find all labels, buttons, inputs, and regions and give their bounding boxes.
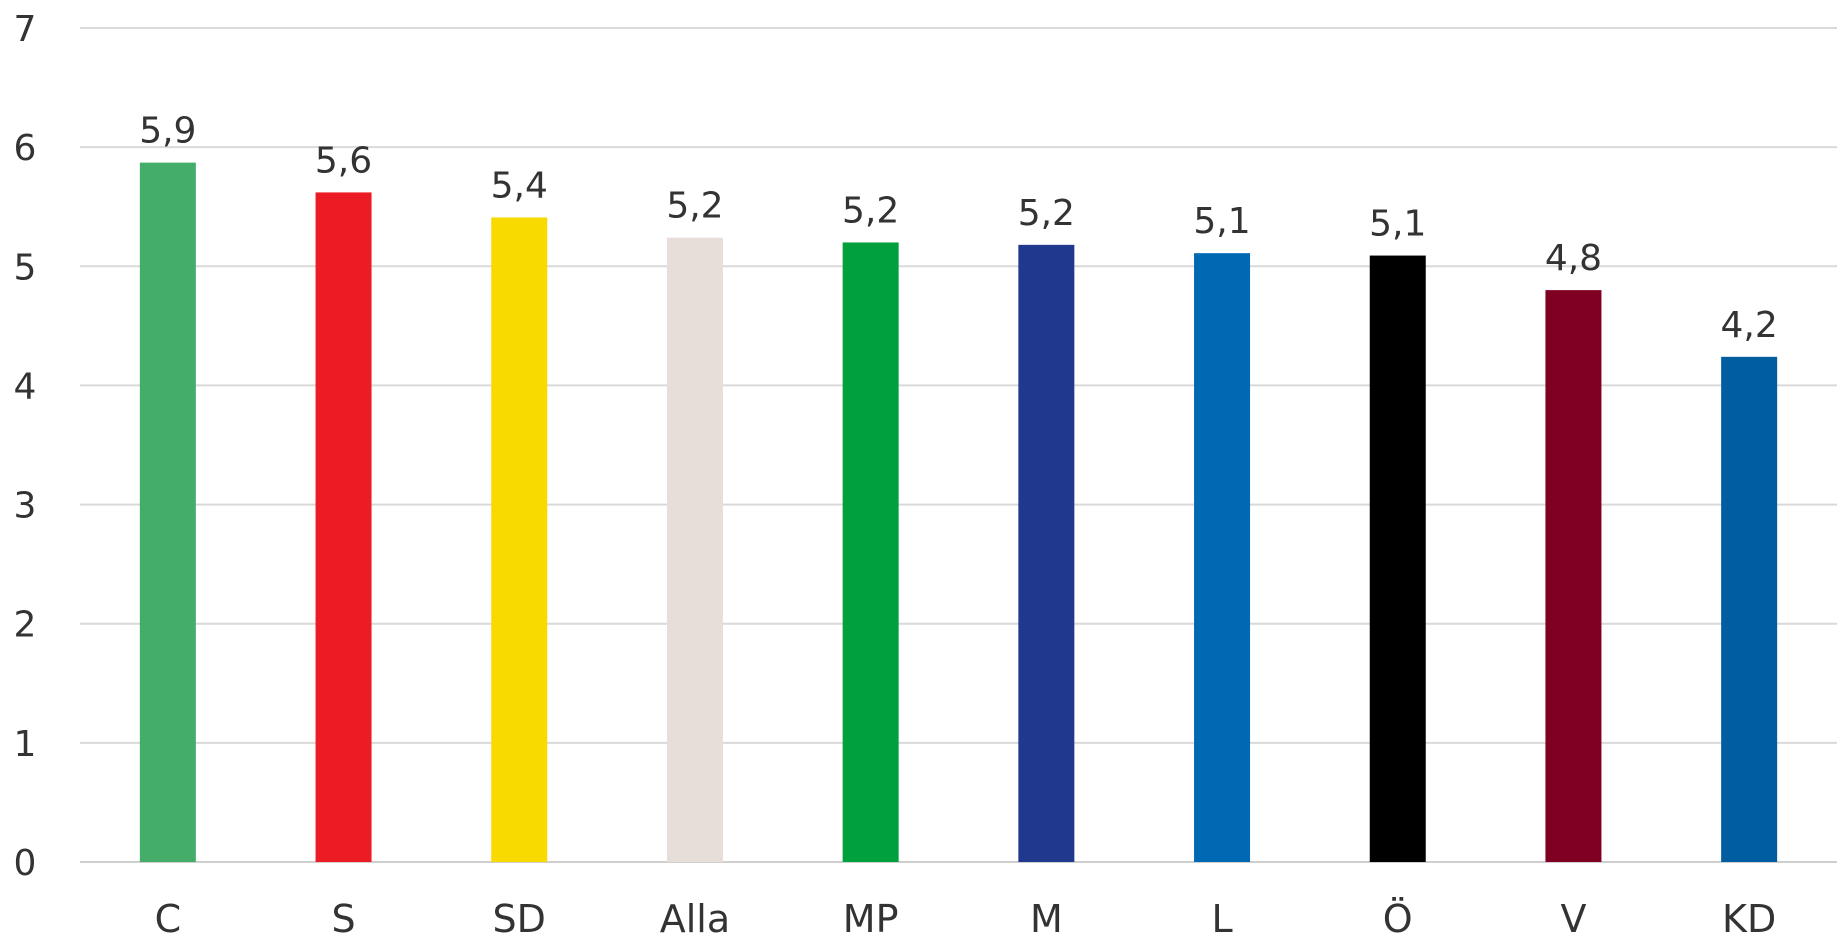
bar <box>842 242 899 862</box>
y-tick-label: 2 <box>14 605 37 646</box>
data-labels: 5,9 5,6 5,4 5,2 5,2 5,2 5,1 5,1 4,8 4,2 <box>139 111 1778 346</box>
bar <box>139 162 196 863</box>
data-label: 4,2 <box>1721 305 1778 346</box>
y-tick-label: 4 <box>14 366 37 407</box>
bar <box>1018 244 1075 863</box>
category-label: L <box>1211 897 1232 936</box>
category-label: C <box>155 897 182 936</box>
bar <box>1721 356 1778 862</box>
data-label: 5,1 <box>1369 204 1426 245</box>
category-label: KD <box>1722 897 1776 936</box>
bar <box>1545 290 1602 863</box>
category-label: S <box>331 897 355 936</box>
bar <box>1194 253 1251 862</box>
bar <box>666 237 723 863</box>
category-label: Ö <box>1383 897 1413 936</box>
data-label: 5,1 <box>1193 201 1250 242</box>
bar <box>1369 255 1426 862</box>
gridlines <box>80 27 1837 863</box>
data-label: 5,2 <box>842 190 899 231</box>
x-axis-category-labels: C S SD Alla MP M L Ö V KD <box>155 897 1777 936</box>
bar <box>315 192 372 863</box>
y-tick-label: 5 <box>14 247 37 288</box>
y-tick-label: 3 <box>14 486 37 527</box>
bar <box>491 217 548 863</box>
bars <box>139 162 1778 863</box>
y-tick-label: 1 <box>14 724 37 765</box>
data-label: 5,6 <box>315 140 372 181</box>
category-label: MP <box>843 897 899 936</box>
category-label: V <box>1560 897 1586 936</box>
data-label: 5,4 <box>491 165 548 206</box>
y-tick-label: 0 <box>14 843 37 884</box>
y-axis-tick-labels: 0 1 2 3 4 5 6 7 <box>14 9 37 884</box>
category-label: M <box>1030 897 1063 936</box>
data-label: 5,9 <box>139 111 196 152</box>
data-label: 4,8 <box>1545 238 1602 279</box>
category-label: Alla <box>660 897 730 936</box>
category-label: SD <box>493 897 546 936</box>
data-label: 5,2 <box>1018 193 1075 234</box>
y-tick-label: 6 <box>14 128 37 169</box>
data-label: 5,2 <box>666 186 723 227</box>
y-tick-label: 7 <box>14 9 37 50</box>
